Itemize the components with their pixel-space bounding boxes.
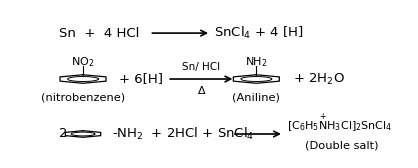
Text: (Aniline): (Aniline) [232,93,280,102]
Text: -NH$_2$  + 2HCl + SnCl$_4$: -NH$_2$ + 2HCl + SnCl$_4$ [112,126,254,142]
Text: Sn  +  4 HCl: Sn + 4 HCl [59,27,139,40]
Text: (nitrobenzene): (nitrobenzene) [41,93,125,102]
Text: + 2H$_2$O: + 2H$_2$O [293,71,344,87]
Text: Sn/ HCl: Sn/ HCl [182,62,220,72]
Text: 2: 2 [59,128,67,140]
Text: (Double salt): (Double salt) [305,141,378,151]
Text: NH$_2$: NH$_2$ [245,55,268,69]
Text: [C$_6$H$_5\overset{+}{\mathrm{N}}$H$_3$Cl]$_2$SnCl$_4$: [C$_6$H$_5\overset{+}{\mathrm{N}}$H$_3$C… [287,111,393,134]
Text: SnCl$_4$ + 4 [H]: SnCl$_4$ + 4 [H] [214,25,303,41]
Text: + 6[H]: + 6[H] [119,73,163,86]
Text: Δ: Δ [197,86,205,96]
Text: NO$_2$: NO$_2$ [71,55,95,69]
